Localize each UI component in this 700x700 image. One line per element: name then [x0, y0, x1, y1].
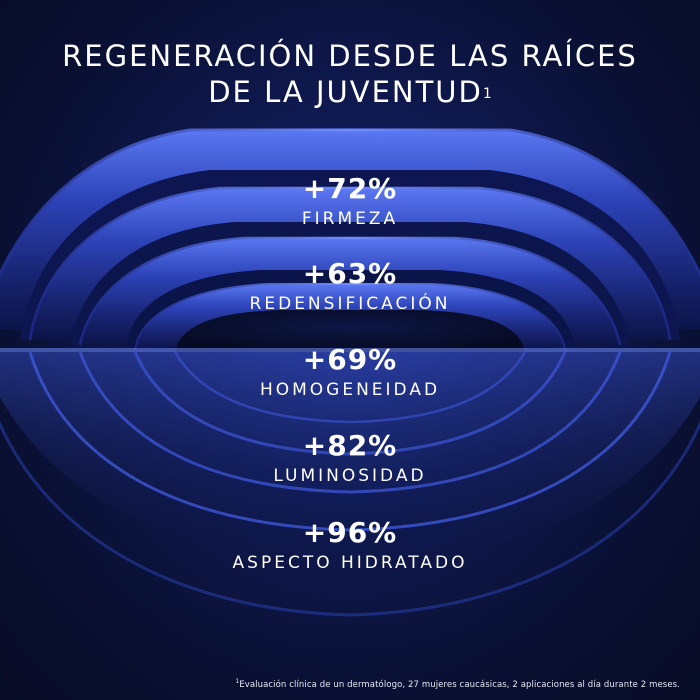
stat-value: +72% [302, 172, 398, 205]
stat-label: REDENSIFICACIÓN [249, 294, 451, 314]
stat-value: +69% [302, 343, 398, 376]
stat-homogeneity: +69% HOMOGENEIDAD [0, 343, 700, 401]
stat-label: LUMINOSIDAD [273, 466, 427, 486]
footnote-text: Evaluación clínica de un dermatólogo, 27… [239, 680, 680, 690]
stat-firmness: +72% FIRMEZA [0, 172, 700, 230]
stat-value: +82% [302, 429, 398, 462]
horizon-highlight [0, 348, 700, 352]
headline-line-2-text: DE LA JUVENTUD [208, 75, 483, 109]
ring-inner-hole [175, 310, 525, 352]
stat-label: HOMOGENEIDAD [259, 380, 441, 400]
stat-label: ASPECTO HIDRATADO [232, 553, 468, 573]
footnote: 1Evaluación clínica de un dermatólogo, 2… [235, 678, 680, 690]
stat-luminosity: +82% LUMINOSIDAD [0, 429, 700, 487]
headline-footnote-marker: 1 [482, 86, 492, 102]
stat-label: FIRMEZA [301, 209, 399, 229]
headline: REGENERACIÓN DESDE LAS RAÍCES DE LA JUVE… [0, 38, 700, 110]
headline-line-2: DE LA JUVENTUD1 [0, 74, 700, 110]
headline-line-1: REGENERACIÓN DESDE LAS RAÍCES [62, 39, 638, 73]
reflection-rings [0, 351, 700, 617]
footnote-marker: 1 [235, 678, 240, 686]
stat-value: +63% [302, 257, 398, 290]
stat-hydrated-look: +96% ASPECTO HIDRATADO [0, 516, 700, 574]
stat-value: +96% [302, 516, 398, 549]
stat-redensification: +63% REDENSIFICACIÓN [0, 257, 700, 315]
